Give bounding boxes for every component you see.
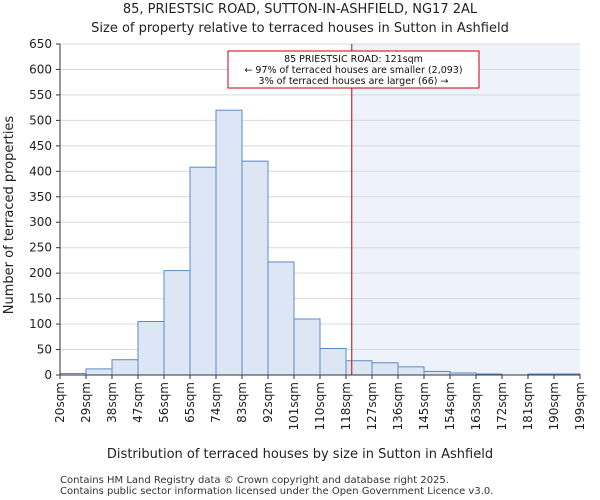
bar bbox=[371, 362, 399, 376]
y-tick-label: 300 bbox=[29, 215, 52, 229]
y-tick-label: 200 bbox=[29, 266, 52, 280]
x-tick-label: 83sqm bbox=[235, 382, 249, 423]
x-tick-label: 127sqm bbox=[365, 382, 379, 430]
y-tick-label: 350 bbox=[29, 190, 52, 204]
x-tick-label: 20sqm bbox=[53, 382, 67, 423]
x-tick-label: 47sqm bbox=[131, 382, 145, 423]
y-tick-label: 0 bbox=[44, 368, 52, 382]
y-tick-labels: 0 50 100 150 200 250 300 350 400 450 500 550 600 650 bbox=[29, 37, 60, 382]
x-tick-label: 199sqm bbox=[573, 382, 587, 430]
y-tick-label: 400 bbox=[29, 164, 52, 178]
x-tick-label: 92sqm bbox=[261, 382, 275, 423]
x-tick-label: 118sqm bbox=[339, 382, 353, 430]
highlight-shade bbox=[351, 44, 580, 375]
x-tick-labels: 20sqm 29sqm 38sqm 47sqm 56sqm 65sqm 74sqm 83sqm… bbox=[53, 375, 587, 430]
bar bbox=[345, 360, 373, 376]
annotation-line-2: ← 97% of terraced houses are smaller (2,… bbox=[244, 65, 462, 76]
bar bbox=[215, 109, 243, 376]
chart-subtitle: Size of property relative to terraced ho… bbox=[91, 21, 509, 36]
x-tick-label: 136sqm bbox=[391, 382, 405, 430]
y-tick-label: 100 bbox=[29, 317, 52, 331]
x-tick-label: 29sqm bbox=[79, 382, 93, 423]
bar bbox=[241, 160, 269, 376]
y-axis-label: Number of terraced properties bbox=[2, 116, 17, 315]
annotation-box: 85 PRIESTSIC ROAD: 121sqm ← 97% of terra… bbox=[227, 50, 480, 89]
x-tick-label: 145sqm bbox=[417, 382, 431, 430]
x-tick-label: 65sqm bbox=[183, 382, 197, 423]
bar bbox=[137, 321, 165, 376]
chart-title: 85, PRIESTSIC ROAD, SUTTON-IN-ASHFIELD, … bbox=[123, 2, 478, 17]
bar bbox=[397, 366, 425, 376]
x-tick-label: 56sqm bbox=[157, 382, 171, 423]
x-tick-label: 172sqm bbox=[495, 382, 509, 430]
y-tick-label: 450 bbox=[29, 139, 52, 153]
bar bbox=[267, 261, 295, 376]
y-tick-label: 600 bbox=[29, 62, 52, 76]
y-tick-label: 150 bbox=[29, 292, 52, 306]
y-tick-label: 500 bbox=[29, 113, 52, 127]
footer-line-1: Contains HM Land Registry data © Crown c… bbox=[60, 475, 449, 486]
x-tick-label: 101sqm bbox=[287, 382, 301, 430]
annotation-border bbox=[227, 50, 480, 89]
y-tick-label: 50 bbox=[37, 343, 52, 357]
y-tick-label: 250 bbox=[29, 241, 52, 255]
x-tick-label: 74sqm bbox=[209, 382, 223, 423]
bar bbox=[163, 270, 191, 376]
bar bbox=[423, 370, 451, 376]
x-tick-label: 110sqm bbox=[313, 382, 327, 430]
bars bbox=[59, 109, 581, 376]
bar bbox=[85, 368, 113, 376]
footer-line-2: Contains public sector information licen… bbox=[60, 486, 493, 497]
bar bbox=[189, 166, 217, 376]
bar bbox=[293, 318, 321, 376]
x-tick-label: 190sqm bbox=[547, 382, 561, 430]
y-tick-label: 650 bbox=[29, 37, 52, 51]
x-tick-label: 38sqm bbox=[105, 382, 119, 423]
y-tick-label: 550 bbox=[29, 88, 52, 102]
annotation-line-3: 3% of terraced houses are larger (66) → bbox=[259, 76, 449, 87]
x-tick-label: 163sqm bbox=[469, 382, 483, 430]
x-axis-label: Distribution of terraced houses by size … bbox=[107, 447, 493, 462]
bar bbox=[111, 359, 139, 376]
annotation-line-1: 85 PRIESTSIC ROAD: 121sqm bbox=[284, 54, 423, 65]
bar bbox=[319, 348, 347, 376]
x-tick-label: 181sqm bbox=[521, 382, 535, 430]
x-tick-label: 154sqm bbox=[443, 382, 457, 430]
